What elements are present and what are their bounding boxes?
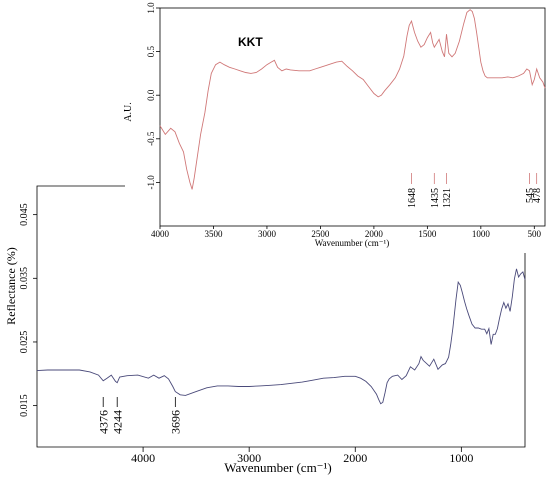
inset-x-axis-label: Wavenumber (cm⁻¹) <box>315 238 389 248</box>
peak-label: 3696 <box>169 410 183 434</box>
x-tick-label: 2000 <box>365 229 384 239</box>
peak-label: 545 <box>525 188 536 203</box>
main-frame <box>36 185 526 448</box>
x-tick-label: 3000 <box>237 451 261 465</box>
inset-series-line <box>159 9 546 190</box>
x-tick-label: 1000 <box>472 229 491 239</box>
main-x-ticks: 4000 3000 2000 1000 <box>131 447 473 465</box>
main-x-axis-label: Wavenumber (cm⁻¹) <box>224 460 332 475</box>
y-tick-label: 0.025 <box>19 331 30 354</box>
x-tick-label: 3000 <box>258 229 277 239</box>
inset-frame <box>159 7 546 227</box>
y-tick-label: -1.0 <box>146 175 156 190</box>
y-tick-label: 0.015 <box>19 394 30 417</box>
inset-annotation: KKT <box>238 35 263 49</box>
main-y-ticks: 0.045 0.035 0.025 0.015 <box>19 203 37 417</box>
y-tick-label: -0.5 <box>146 131 156 146</box>
peak-label: 4376 <box>96 410 110 434</box>
y-tick-label: 0.0 <box>146 89 156 101</box>
inset-x-ticks: 4000 3500 3000 2500 2000 1500 1000 500 <box>151 226 542 239</box>
y-tick-label: 0.5 <box>146 45 156 57</box>
peak-label: 4244 <box>110 410 124 434</box>
y-tick-label: 0.035 <box>19 267 30 290</box>
x-tick-label: 2500 <box>311 229 330 239</box>
x-tick-label: 4000 <box>151 229 170 239</box>
peak-label: 1648 <box>407 188 418 208</box>
x-tick-label: 4000 <box>131 451 155 465</box>
x-tick-label: 2000 <box>343 451 367 465</box>
x-tick-label: 500 <box>528 229 542 239</box>
x-tick-label: 1000 <box>449 451 473 465</box>
main-panel: 4376 4244 3696 4000 3000 2000 1000 0.045 0.035… <box>4 185 526 475</box>
inset-y-axis-label: A.U. <box>123 102 134 121</box>
peak-label: 1321 <box>442 188 453 208</box>
main-peak-markers: 4376 4244 3696 <box>96 397 183 434</box>
y-tick-label: 0.045 <box>19 203 30 226</box>
inset-y-ticks: 1.0 0.5 0.0 -0.5 -1.0 <box>146 2 160 190</box>
x-tick-label: 3500 <box>204 229 223 239</box>
x-tick-label: 1500 <box>418 229 437 239</box>
main-y-axis-label: Reflectance (%) <box>4 247 18 325</box>
inset-background <box>125 0 550 253</box>
peak-label: 1435 <box>430 188 441 208</box>
peak-label: 478 <box>532 188 543 203</box>
y-tick-label: 1.0 <box>146 2 156 14</box>
main-series-line <box>36 268 526 405</box>
